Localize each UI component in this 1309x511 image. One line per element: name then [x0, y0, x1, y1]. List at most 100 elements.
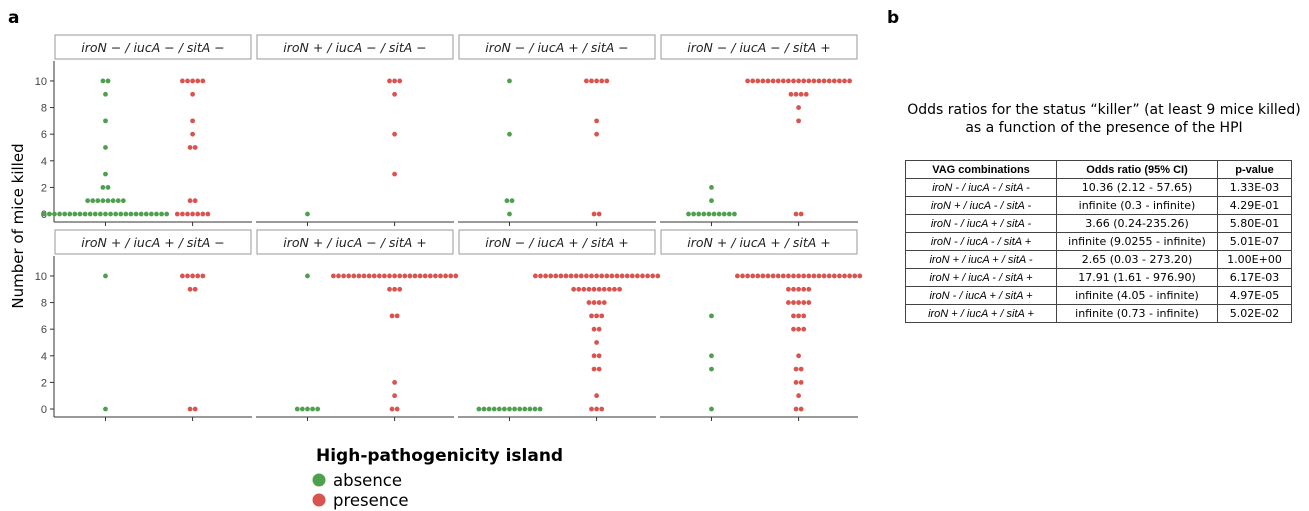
data-point-absence [103, 118, 108, 124]
data-point-presence [200, 211, 206, 217]
data-point-presence [453, 273, 459, 279]
data-point-absence [138, 211, 144, 217]
data-point-presence [422, 273, 428, 279]
data-point-presence [581, 286, 587, 292]
data-point-presence [857, 273, 863, 279]
data-point-presence [594, 393, 599, 399]
data-point-presence [351, 273, 357, 279]
data-point-absence [532, 406, 538, 412]
data-point-absence [113, 211, 119, 217]
data-point-presence [578, 273, 584, 279]
data-point-presence [538, 273, 543, 279]
data-point-absence [90, 198, 96, 204]
vag-combination-cell: iroN - / iucA - / sitA + [905, 232, 1057, 251]
data-point-absence [148, 211, 154, 217]
data-point-absence [164, 211, 170, 217]
data-point-absence [41, 211, 47, 217]
data-point-absence [721, 211, 727, 217]
data-point-presence [192, 286, 198, 292]
data-point-presence [750, 273, 756, 279]
data-point-presence [190, 118, 196, 124]
data-point-presence [811, 273, 817, 279]
data-point-presence [387, 273, 392, 279]
data-point-presence [190, 131, 196, 137]
data-point-presence [601, 286, 607, 292]
p-value-cell: 5.02E-02 [1217, 304, 1292, 323]
data-point-presence [793, 380, 799, 385]
data-point-absence [711, 211, 717, 217]
y-tick-label: 8 [41, 298, 47, 310]
data-point-absence [709, 313, 714, 319]
data-point-presence [796, 286, 801, 292]
data-point-absence [87, 211, 93, 217]
data-point-presence [387, 78, 392, 84]
data-point-presence [801, 300, 807, 305]
data-point-presence [821, 273, 827, 279]
data-point-presence [533, 273, 538, 279]
data-point-presence [801, 78, 807, 84]
data-point-presence [594, 273, 599, 279]
data-point-absence [522, 406, 528, 412]
facet-strip [458, 34, 656, 60]
data-point-presence [397, 273, 403, 279]
data-point-presence [591, 353, 597, 359]
header-vag: VAG combinations [905, 160, 1057, 179]
data-point-presence [356, 273, 362, 279]
data-point-presence [599, 78, 605, 84]
data-point-presence [614, 273, 620, 279]
data-point-presence [599, 313, 605, 319]
y-tick-label: 4 [41, 156, 47, 168]
data-point-absence [118, 211, 124, 217]
data-point-presence [187, 406, 193, 412]
data-point-presence [576, 286, 582, 292]
data-point-presence [392, 273, 397, 279]
data-point-presence [543, 273, 548, 279]
data-point-absence [709, 406, 714, 412]
data-point-presence [584, 273, 589, 279]
data-point-presence [591, 300, 597, 305]
data-point-presence [760, 78, 766, 84]
facet-label: iroN + / iucA − / sitA + [283, 235, 427, 250]
data-point-absence [110, 198, 116, 204]
header-pvalue: p-value [1217, 160, 1292, 179]
data-point-presence [765, 273, 771, 279]
data-point-presence [392, 78, 397, 84]
data-point-presence [619, 273, 625, 279]
data-point-presence [801, 313, 807, 319]
data-point-absence [120, 198, 126, 204]
data-point-presence [589, 406, 594, 412]
data-point-absence [123, 211, 129, 217]
data-point-presence [594, 406, 599, 412]
table-row: iroN + / iucA - / sitA - infinite (0.3 - … [905, 196, 1292, 215]
data-point-presence [745, 273, 750, 279]
data-point-presence [187, 286, 193, 292]
data-point-presence [382, 273, 387, 279]
data-point-presence [801, 273, 807, 279]
data-point-absence [512, 406, 517, 412]
data-point-absence [491, 406, 497, 412]
data-point-presence [796, 313, 801, 319]
y-tick-label: 0 [41, 404, 47, 416]
odds-ratio-cell: 2.65 (0.03 - 273.20) [1056, 250, 1218, 269]
data-point-absence [501, 406, 507, 412]
table-row: iroN - / iucA + / sitA -3.66 (0.24-235.2… [905, 214, 1292, 233]
data-point-presence [195, 273, 201, 279]
data-point-presence [793, 406, 799, 412]
vag-combination-cell: iroN + / iucA + / sitA - [905, 250, 1057, 269]
data-point-presence [798, 406, 804, 412]
p-value-cell: 5.80E-01 [1217, 214, 1292, 233]
data-point-presence [635, 273, 640, 279]
data-point-absence [299, 406, 305, 412]
data-point-presence [837, 78, 842, 84]
data-point-absence [103, 171, 108, 177]
data-point-presence [645, 273, 650, 279]
data-point-presence [796, 300, 801, 305]
data-point-presence [402, 273, 408, 279]
facet-strip [660, 34, 858, 60]
data-point-presence [591, 366, 597, 372]
data-point-absence [305, 273, 310, 279]
data-point-presence [735, 273, 740, 279]
data-point-presence [594, 118, 599, 124]
facet-strip [54, 34, 252, 60]
data-point-absence [305, 211, 310, 217]
